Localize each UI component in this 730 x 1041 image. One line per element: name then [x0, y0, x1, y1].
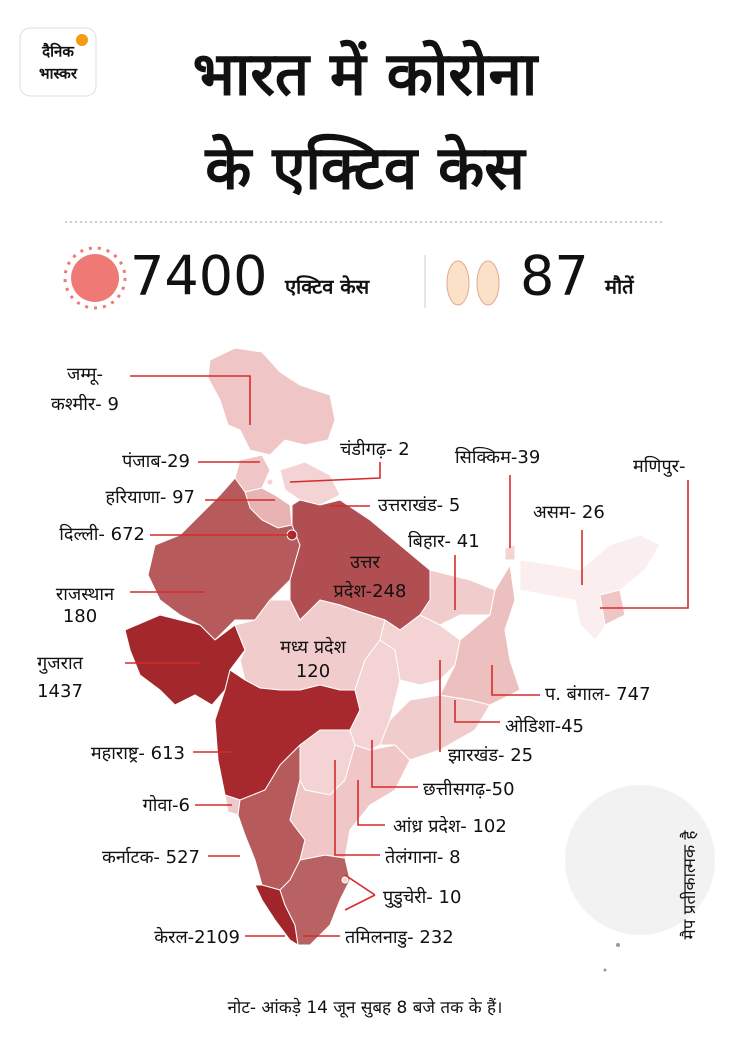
logo-line2: भास्कर [39, 65, 78, 83]
logo-box [19, 27, 97, 97]
leader-lines [125, 375, 689, 937]
india-map [124, 347, 661, 972]
state-label: गुजरात [37, 653, 84, 674]
state-jk [207, 347, 336, 456]
state-label: राजस्थान [56, 584, 115, 605]
deaths: 87 [520, 245, 589, 308]
state-label: हरियाणा- 97 [106, 486, 195, 508]
state-uttarakhand [279, 461, 341, 506]
state-labels: जम्मू- कश्मीर- 9 पंजाब-29 चंडीगढ़- 2 सिक… [37, 364, 685, 948]
title-line2: के एक्टिव केस [204, 134, 527, 204]
state-label: मणिपुर- [633, 455, 686, 477]
state-sikkim [504, 544, 516, 561]
state-label: कर्नाटक- 527 [102, 846, 200, 868]
title-line1: भारत में कोरोना [193, 40, 540, 110]
state-label: प्रदेश-248 [334, 580, 407, 602]
state-bihar [399, 544, 496, 626]
state-label: महाराष्ट्र- 613 [91, 743, 185, 764]
feet-icon [446, 260, 500, 306]
state-label: उत्तराखंड- 5 [378, 495, 460, 516]
state-label: छत्तीसगढ़-50 [423, 778, 515, 800]
state-label: केरल-2109 [154, 926, 240, 948]
state-label: पंजाब-29 [122, 451, 190, 472]
state-label: ओडिशा-45 [505, 715, 584, 737]
state-label: मध्य प्रदेश [280, 636, 346, 658]
state-label: तेलंगाना- 8 [385, 846, 461, 868]
virus-icon [63, 246, 127, 310]
footnote: नोट- आंकड़े 14 जून सुबह 8 बजे तक के हैं। [227, 997, 502, 1018]
state-label: आंध्र प्रदेश- 102 [393, 815, 507, 837]
state-chandigarh [266, 478, 274, 486]
state-label: बिहार- 41 [408, 530, 480, 552]
state-ne [519, 534, 661, 641]
state-label: पुडुचेरी- 10 [383, 886, 461, 908]
deaths-label: मौतें [604, 275, 635, 299]
state-label: दिल्ली- 672 [59, 523, 145, 545]
state-label: तमिलनाडु- 232 [345, 926, 454, 948]
state-label: 120 [296, 661, 330, 682]
state-puducherry [341, 876, 349, 884]
watermark-virus [565, 785, 715, 935]
active-label: एक्टिव केस [284, 275, 371, 299]
state-rajasthan [147, 477, 301, 641]
state-label: 180 [63, 606, 97, 627]
state-label: चंडीगढ़- 2 [340, 438, 410, 460]
state-label: गोवा-6 [143, 794, 190, 816]
state-label: 1437 [37, 681, 83, 702]
logo-line1: दैनिक [41, 43, 75, 61]
state-label: कश्मीर- 9 [51, 393, 119, 415]
active-cases: 7400 [130, 245, 267, 308]
state-label: जम्मू- [67, 364, 103, 385]
state-wb [439, 563, 521, 706]
state-ap [289, 744, 411, 861]
state-label: प. बंगाल- 747 [545, 684, 651, 705]
state-label: उत्तर [350, 552, 380, 573]
state-label: असम- 26 [533, 502, 605, 523]
side-note: मैप प्रतीकात्मक है [679, 830, 700, 940]
logo-sun [76, 34, 88, 46]
state-label: झारखंड- 25 [448, 745, 533, 766]
state-label: सिक्किम-39 [455, 446, 540, 468]
